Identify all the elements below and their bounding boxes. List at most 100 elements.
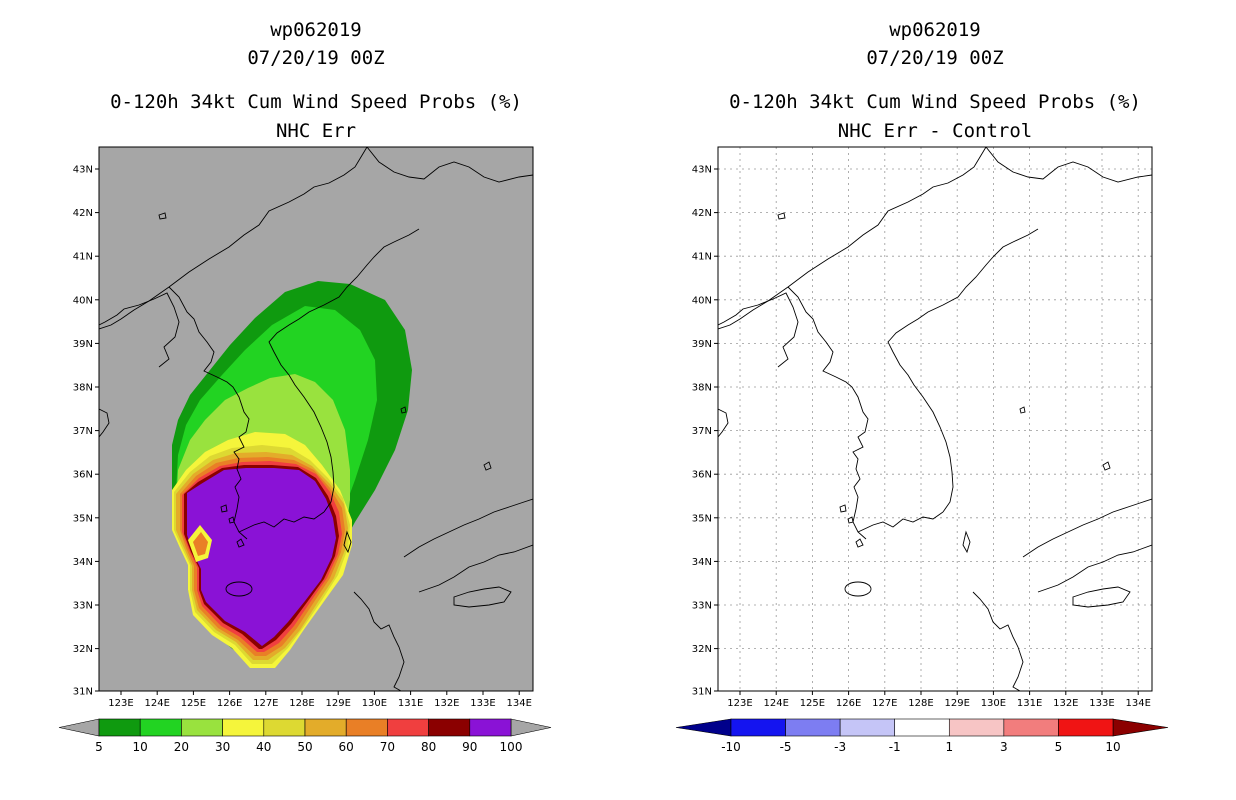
lon-label: 126E xyxy=(836,698,861,709)
left-colorbar: 5 10 20 30 40 50 60 70 80 90 100 xyxy=(58,718,552,754)
lat-label: 32N xyxy=(692,644,712,655)
right-colorbar: -10 -5 -3 -1 1 3 5 10 xyxy=(675,718,1169,754)
colorbar-box xyxy=(222,718,265,737)
colorbar-label: 80 xyxy=(421,740,436,754)
lon-label: 130E xyxy=(981,698,1006,709)
colorbar-box xyxy=(1003,718,1059,737)
colorbar-under-triangle xyxy=(675,718,732,737)
lat-label: 42N xyxy=(73,208,93,219)
lon-label: 127E xyxy=(253,698,278,709)
lat-label: 31N xyxy=(73,687,93,698)
lon-label: 126E xyxy=(217,698,242,709)
colorbar-label: -5 xyxy=(780,740,792,754)
colorbar-over-triangle xyxy=(510,718,552,737)
lat-label: 41N xyxy=(73,252,93,263)
right-title-product: 0-120h 34kt Cum Wind Speed Probs (%) xyxy=(729,91,1141,113)
colorbar-label: 10 xyxy=(133,740,148,754)
left-title-date: 07/20/19 00Z xyxy=(247,47,385,69)
lat-label: 31N xyxy=(692,687,712,698)
colorbar-label: -10 xyxy=(721,740,741,754)
colorbar-box xyxy=(263,718,306,737)
lat-label: 36N xyxy=(73,470,93,481)
lat-label: 32N xyxy=(73,644,93,655)
lat-label: 38N xyxy=(73,383,93,394)
left-map-frame xyxy=(98,146,534,692)
lon-label: 124E xyxy=(144,698,169,709)
colorbar-label: 90 xyxy=(462,740,477,754)
lon-label: 130E xyxy=(362,698,387,709)
lat-label: 43N xyxy=(692,165,712,176)
lat-label: 37N xyxy=(73,426,93,437)
lon-label: 128E xyxy=(289,698,314,709)
colorbar-box xyxy=(1058,718,1114,737)
lon-label: 134E xyxy=(1125,698,1150,709)
lat-label: 42N xyxy=(692,208,712,219)
contour-notch-inner xyxy=(193,532,208,556)
lon-label: 133E xyxy=(1089,698,1114,709)
colorbar-box xyxy=(785,718,841,737)
colorbar-box xyxy=(98,718,141,737)
lat-label: 35N xyxy=(692,513,712,524)
colorbar-label: 5 xyxy=(95,740,103,754)
lat-label: 36N xyxy=(692,470,712,481)
lon-label: 132E xyxy=(434,698,459,709)
lat-label: 38N xyxy=(692,383,712,394)
colorbar-box xyxy=(304,718,347,737)
colorbar-box xyxy=(948,718,1005,737)
lon-label: 123E xyxy=(108,698,133,709)
colorbar-box xyxy=(345,718,388,737)
lon-label: 128E xyxy=(908,698,933,709)
lat-label: 33N xyxy=(73,601,93,612)
lat-label: 43N xyxy=(73,165,93,176)
lat-label: 35N xyxy=(73,513,93,524)
colorbar-label: 60 xyxy=(339,740,354,754)
lat-label: 34N xyxy=(73,557,93,568)
colorbar-label: 40 xyxy=(256,740,271,754)
colorbar-label: -1 xyxy=(889,740,901,754)
colorbar-box xyxy=(139,718,182,737)
lon-label: 127E xyxy=(872,698,897,709)
left-title-subtitle: NHC Err xyxy=(275,120,357,142)
colorbar-box xyxy=(894,718,950,737)
colorbar-under-triangle xyxy=(58,718,100,737)
right-title-subtitle: NHC Err - Control xyxy=(837,120,1033,142)
colorbar-box xyxy=(469,718,512,737)
left-title-product: 0-120h 34kt Cum Wind Speed Probs (%) xyxy=(110,91,522,113)
right-gridlines xyxy=(718,147,1152,691)
lon-label: 129E xyxy=(325,698,350,709)
right-title-storm: wp062019 xyxy=(889,19,981,41)
lon-label: 133E xyxy=(470,698,495,709)
colorbar-over-triangle xyxy=(1112,718,1169,737)
colorbar-label: 3 xyxy=(1000,740,1008,754)
colorbar-box xyxy=(387,718,429,737)
lat-label: 34N xyxy=(692,557,712,568)
colorbar-label: 10 xyxy=(1105,740,1120,754)
lat-label: 41N xyxy=(692,252,712,263)
colorbar-label: 30 xyxy=(215,740,230,754)
left-axis-ticks: 43N 42N 41N 40N 39N 38N 37N 36N 35N 34N 33N 32N 31N 1… xyxy=(73,165,532,710)
colorbar-label: 100 xyxy=(500,740,523,754)
colorbar-label: 70 xyxy=(380,740,395,754)
lon-label: 131E xyxy=(1017,698,1042,709)
left-probability-field xyxy=(99,147,533,691)
lat-label: 33N xyxy=(692,601,712,612)
colorbar-box xyxy=(181,718,223,737)
lon-label: 129E xyxy=(944,698,969,709)
colorbar-box xyxy=(730,718,786,737)
lat-label: 37N xyxy=(692,426,712,437)
left-map: 43N 42N 41N 40N 39N 38N 37N 36N 35N 34N 33N 32N 31N 1… xyxy=(73,146,534,710)
right-title-date: 07/20/19 00Z xyxy=(866,47,1004,69)
lon-label: 131E xyxy=(398,698,423,709)
right-map-background xyxy=(718,147,1152,691)
colorbar-label: 1 xyxy=(945,740,953,754)
lat-label: 39N xyxy=(73,339,93,350)
lat-label: 40N xyxy=(73,295,93,306)
colorbar-label: -3 xyxy=(834,740,846,754)
right-map-frame xyxy=(717,146,1153,692)
colorbar-box xyxy=(428,718,471,737)
colorbar-box xyxy=(839,718,896,737)
contour-90 xyxy=(187,468,336,646)
right-map: 43N 42N 41N 40N 39N 38N 37N 36N 35N 34N 33N 32N 31N 1… xyxy=(692,146,1153,709)
lon-label: 124E xyxy=(763,698,788,709)
lon-label: 134E xyxy=(506,698,531,709)
